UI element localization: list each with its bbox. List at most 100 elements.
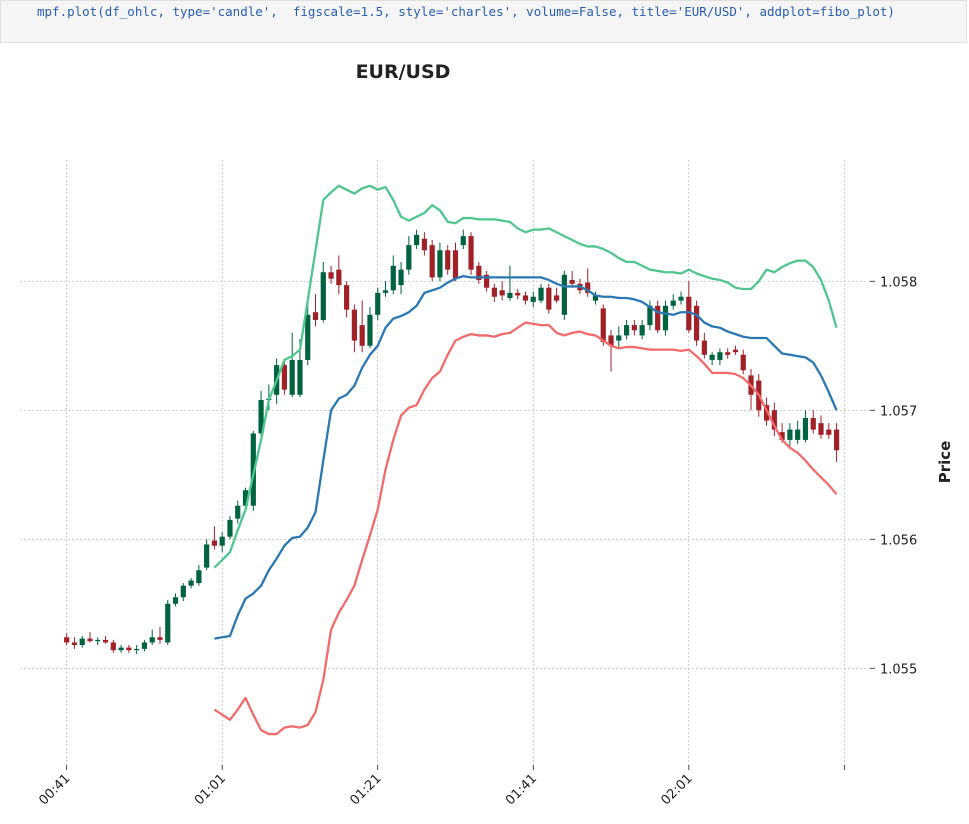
candle-body [134,648,140,651]
candle-body [414,234,420,246]
x-tick-label: 00:41 [36,771,73,808]
candle-body [725,352,731,355]
candle-body [701,340,707,355]
candle-body [180,585,186,598]
candle-body [569,279,575,284]
candle-body [421,238,427,251]
candle-body [818,423,824,435]
candle-body [655,305,661,331]
candle-body [289,359,295,395]
y-tick-label: 1.055 [880,662,917,677]
candle-body [709,354,715,360]
candle-body [110,642,116,651]
candle-body [118,647,124,651]
x-tick-label: 01:01 [192,771,229,808]
y-tick-label: 1.056 [880,533,917,548]
candle-body [686,296,692,331]
candle-body [639,325,645,336]
candle-body [592,295,599,301]
line-series [213,184,838,569]
y-tick-label: 1.057 [880,404,917,419]
candle-body [188,580,194,586]
x-tick-label: 01:21 [347,771,384,808]
candle-body [102,639,109,643]
candle-body [437,250,443,278]
candle-body [484,274,490,288]
candle-body [452,250,459,279]
candle-body [172,597,179,604]
candle-body [204,544,210,568]
candle-body [561,274,567,315]
candle-body [281,365,288,390]
candle-body [530,296,536,302]
candle-body [95,639,101,642]
candle-body [717,352,723,360]
candle-body [802,417,809,440]
y-tick-label: 1.058 [880,275,917,290]
candle-body [507,292,513,299]
candle-body [460,236,466,246]
candle-body [320,272,326,320]
y-axis-label: Price [936,441,954,484]
candle-body [71,642,78,646]
candle-body [398,269,404,286]
line-series [214,274,838,640]
candle-body [328,272,334,279]
x-tick-label: 01:41 [503,771,540,808]
candle-body [219,536,225,546]
candle-body [771,410,777,430]
candle-body [336,269,342,286]
candle-body [211,540,218,546]
chart-title: EUR/USD [356,61,451,83]
code-cell[interactable]: mpf.plot(df_ohlc, type='candle', figscal… [0,0,967,43]
candle-body [476,265,482,280]
candle-body [600,308,606,342]
candle-body [351,309,358,341]
candle-body [235,505,241,519]
candle-body [390,265,396,291]
candle-body [833,429,840,451]
candle-body [344,285,350,310]
candle-body [367,314,373,346]
candle-body [149,637,155,643]
candle-body [227,519,233,537]
candle-body [468,236,474,270]
candle-body [740,354,746,371]
candle-body [631,325,637,331]
candle-body [795,429,801,440]
candle-body [647,305,653,326]
candle-body [445,250,451,270]
candle-body [312,312,319,320]
candle-body [515,292,521,296]
candle-body [732,349,739,353]
candle-body [662,305,669,331]
candle-body [141,642,148,649]
candle-body [79,638,85,646]
candle-body [693,305,700,341]
candle-body [546,287,552,310]
candle-body [670,300,676,306]
candle-body [258,399,264,434]
candle-body [297,359,303,395]
candle-body [810,417,816,430]
candle-body [623,325,630,336]
candle-body [375,292,381,315]
candle-body [538,287,544,301]
candle-body [87,638,93,642]
candle-body [616,335,622,341]
candle-body [491,287,497,297]
chart: EUR/USD Price 1.055 1.056 1.057 1.058 00:41 0… [20,61,954,808]
candle-body [359,325,365,346]
candle-body [678,296,684,301]
candle-body [242,490,249,506]
candle-body [787,429,793,440]
candle-body [779,432,785,440]
candle-body [406,245,412,270]
candle-body [499,290,505,296]
candle-body [157,637,163,640]
candle-body [126,647,132,651]
candle-body [305,314,311,360]
candle-body [522,295,529,301]
x-tick-label: 02:01 [659,771,696,808]
